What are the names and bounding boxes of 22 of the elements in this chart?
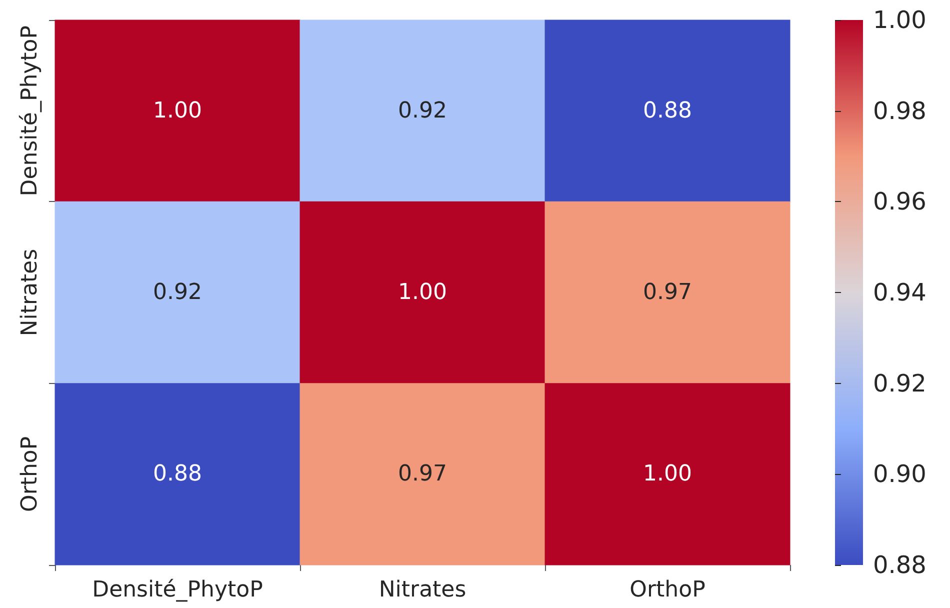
y-tick-label: Densité_PhytoP bbox=[18, 25, 42, 196]
data-label: 1.00 bbox=[153, 98, 202, 124]
data-label: 0.92 bbox=[398, 98, 447, 124]
y-tick-label: Nitrates bbox=[18, 248, 42, 336]
data-label: 0.88 bbox=[643, 98, 692, 124]
color-bar-label: 0.88 bbox=[873, 551, 926, 579]
data-label: 0.97 bbox=[398, 462, 447, 487]
color-bar-label: 0.90 bbox=[873, 460, 926, 488]
data-label: 1.00 bbox=[398, 280, 447, 305]
color-bar-label: 0.94 bbox=[873, 278, 926, 306]
data-label: 1.00 bbox=[643, 462, 692, 487]
color-bar-label: 0.92 bbox=[873, 369, 926, 398]
x-tick-label: Nitrates bbox=[378, 578, 466, 602]
color-bar-label: 1.00 bbox=[873, 6, 926, 34]
data-label: 0.97 bbox=[643, 280, 692, 305]
color-bar-label: 0.96 bbox=[873, 188, 926, 216]
x-tick-label: Densité_PhytoP bbox=[92, 578, 263, 602]
data-label: 0.88 bbox=[153, 462, 202, 487]
y-tick-label: OrthoP bbox=[18, 436, 42, 512]
data-label: 0.92 bbox=[153, 280, 202, 305]
color-bar-label: 0.98 bbox=[873, 96, 926, 125]
x-tick-label: OrthoP bbox=[630, 578, 706, 602]
